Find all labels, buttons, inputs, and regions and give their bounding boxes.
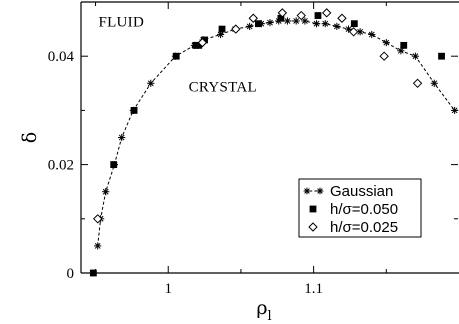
data-point-gaussian — [451, 106, 459, 114]
data-point-h025 — [337, 13, 347, 23]
legend-marker-gaussian — [303, 187, 311, 195]
data-point-h025 — [197, 37, 208, 48]
data-point-h025 — [412, 78, 423, 89]
data-point-h050 — [350, 20, 358, 28]
data-point-h050 — [130, 107, 138, 114]
region-label-crystal: CRYSTAL — [189, 79, 257, 95]
data-point-gaussian — [368, 30, 376, 39]
series-line-gaussian — [97, 20, 456, 246]
data-point-gaussian — [118, 133, 126, 142]
data-point-gaussian — [430, 79, 438, 87]
legend-marker-h025 — [308, 222, 318, 232]
data-point-gaussian — [382, 39, 390, 47]
data-point-gaussian — [321, 20, 329, 28]
series-1 — [89, 12, 445, 277]
legend-label: h/σ=0.050 — [330, 201, 398, 218]
data-point-h050 — [172, 52, 180, 60]
data-point-gaussian — [344, 25, 353, 33]
legend-entry: h/σ=0.025 — [308, 219, 398, 236]
legend-marker-gaussian — [316, 187, 324, 195]
data-point-gaussian — [301, 17, 309, 25]
data-point-h025 — [231, 24, 241, 34]
y-tick-label: 0.02 — [48, 158, 74, 174]
data-point-h050 — [314, 12, 322, 19]
data-point-h050 — [277, 14, 285, 22]
data-point-h050 — [201, 36, 208, 44]
data-point-gaussian — [333, 22, 341, 30]
data-point-gaussian — [292, 17, 300, 25]
x-axis-label-main: ρ — [256, 297, 267, 319]
data-point-gaussian — [283, 17, 292, 25]
data-point-h025 — [296, 10, 306, 21]
data-point-h025 — [277, 8, 288, 18]
y-axis-label: δ — [19, 132, 41, 143]
data-point-gaussian — [246, 22, 254, 30]
data-point-gaussian — [356, 28, 364, 36]
data-point-gaussian — [266, 18, 274, 27]
y-tick-label: 0.04 — [48, 49, 75, 65]
legend-label: Gaussian — [330, 183, 393, 200]
data-point-h050 — [195, 41, 203, 49]
data-point-h025 — [321, 8, 332, 18]
data-point-gaussian — [216, 30, 225, 39]
data-point-h050 — [110, 161, 118, 168]
data-point-h025 — [93, 214, 103, 224]
data-point-gaussian — [102, 188, 110, 196]
x-tick-label: 1 — [164, 281, 172, 297]
plot-area: 1 1.100.020.04δρlFLUIDCRYSTALGaussianh/σ=… — [19, 1, 459, 324]
legend-entry: h/σ=0.050 — [309, 201, 398, 218]
series-2 — [93, 8, 423, 224]
data-point-h050 — [218, 25, 226, 33]
x-tick-label: 1.1 — [304, 281, 323, 297]
legend-marker-h050 — [309, 205, 317, 213]
data-point-gaussian — [312, 20, 321, 28]
x-axis-label-subscript: l — [268, 309, 272, 324]
data-point-h050 — [89, 269, 97, 277]
data-point-h025 — [248, 13, 258, 23]
data-point-h050 — [400, 41, 408, 49]
legend-entry: Gaussian — [303, 183, 393, 200]
data-point-gaussian — [411, 52, 419, 60]
data-point-h025 — [379, 51, 389, 61]
data-point-gaussian — [94, 242, 102, 250]
x-axis-label: ρl — [256, 297, 271, 324]
data-point-gaussian — [147, 79, 155, 87]
region-label-fluid: FLUID — [98, 14, 144, 30]
y-tick-label: 0 — [67, 266, 75, 282]
legend-box — [298, 178, 422, 238]
data-point-h050 — [254, 20, 262, 28]
legend-label: h/σ=0.025 — [330, 219, 398, 236]
data-point-h050 — [438, 52, 445, 60]
data-point-h025 — [348, 27, 359, 37]
